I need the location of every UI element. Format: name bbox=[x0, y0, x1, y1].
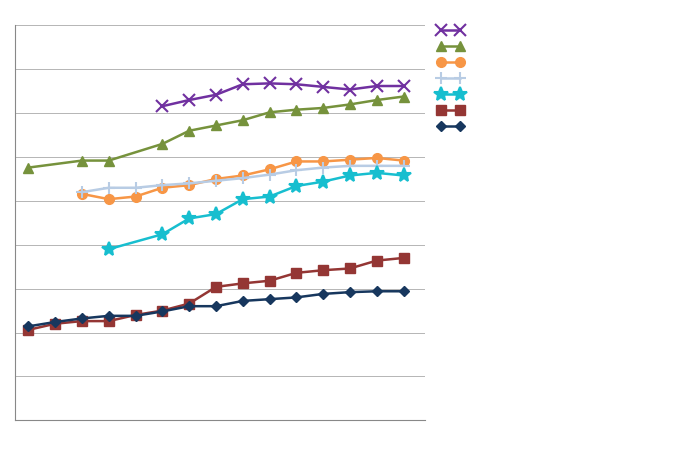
韓国 bbox=[373, 258, 381, 263]
米国 bbox=[211, 178, 220, 183]
日本 bbox=[211, 303, 220, 309]
ノルウェイ bbox=[77, 158, 86, 163]
韓国 bbox=[211, 284, 220, 290]
米国 bbox=[131, 185, 140, 191]
Line: 韓国: 韓国 bbox=[24, 253, 408, 335]
シンガポール bbox=[265, 167, 274, 172]
日本 bbox=[292, 294, 301, 300]
日本 bbox=[131, 313, 140, 319]
ドイツ bbox=[399, 173, 408, 178]
米国 bbox=[105, 185, 113, 191]
ノルウェイ bbox=[319, 105, 327, 111]
Line: 日本: 日本 bbox=[25, 288, 407, 330]
英国 bbox=[292, 81, 301, 87]
ノルウェイ bbox=[24, 165, 33, 170]
Line: ドイツ: ドイツ bbox=[102, 166, 410, 256]
英国 bbox=[265, 81, 274, 86]
シンガポール bbox=[292, 159, 301, 164]
日本 bbox=[185, 303, 193, 309]
韓国 bbox=[77, 319, 86, 324]
韓国 bbox=[399, 255, 408, 261]
韓国 bbox=[265, 278, 274, 283]
日本 bbox=[77, 316, 86, 321]
ノルウェイ bbox=[292, 107, 301, 113]
Line: シンガポール: シンガポール bbox=[77, 153, 408, 204]
英国 bbox=[185, 97, 193, 103]
英国 bbox=[239, 81, 247, 87]
韓国 bbox=[131, 312, 140, 318]
ノルウェイ bbox=[265, 110, 274, 115]
米国 bbox=[373, 163, 381, 169]
シンガポール bbox=[399, 158, 408, 163]
英国 bbox=[373, 83, 381, 89]
日本 bbox=[158, 309, 167, 314]
ドイツ bbox=[319, 179, 327, 184]
シンガポール bbox=[77, 191, 86, 197]
ドイツ bbox=[346, 173, 354, 178]
ノルウェイ bbox=[373, 97, 381, 103]
シンガポール bbox=[319, 159, 327, 164]
日本 bbox=[346, 289, 354, 295]
日本 bbox=[399, 288, 408, 294]
シンガポール bbox=[373, 155, 381, 161]
シンガポール bbox=[158, 185, 167, 191]
米国 bbox=[185, 181, 193, 186]
ノルウェイ bbox=[346, 102, 354, 107]
韓国 bbox=[319, 268, 327, 273]
シンガポール bbox=[185, 182, 193, 188]
日本 bbox=[373, 288, 381, 294]
日本 bbox=[265, 296, 274, 302]
ノルウェイ bbox=[239, 118, 247, 123]
シンガポール bbox=[346, 157, 354, 163]
米国 bbox=[319, 165, 327, 170]
Line: 英国: 英国 bbox=[157, 78, 409, 112]
ノルウェイ bbox=[185, 128, 193, 133]
Line: 米国: 米国 bbox=[76, 160, 410, 199]
ドイツ bbox=[373, 170, 381, 175]
英国 bbox=[158, 103, 167, 109]
ドイツ bbox=[292, 183, 301, 189]
米国 bbox=[346, 163, 354, 169]
英国 bbox=[211, 92, 220, 98]
ノルウェイ bbox=[399, 94, 408, 100]
日本 bbox=[239, 298, 247, 304]
韓国 bbox=[24, 327, 33, 332]
Line: ノルウェイ: ノルウェイ bbox=[24, 92, 408, 172]
英国 bbox=[399, 83, 408, 89]
韓国 bbox=[105, 319, 113, 324]
ドイツ bbox=[105, 246, 113, 252]
日本 bbox=[24, 324, 33, 329]
ドイツ bbox=[185, 216, 193, 221]
韓国 bbox=[292, 270, 301, 275]
米国 bbox=[265, 172, 274, 177]
日本 bbox=[319, 291, 327, 297]
ドイツ bbox=[239, 196, 247, 202]
Legend: 英国, ノルウェイ, シンガポール, 米国, ドイツ, 韓国, 日本: 英国, ノルウェイ, シンガポール, 米国, ドイツ, 韓国, 日本 bbox=[435, 24, 542, 132]
英国 bbox=[319, 84, 327, 90]
シンガポール bbox=[239, 173, 247, 178]
日本 bbox=[105, 313, 113, 319]
ノルウェイ bbox=[158, 141, 167, 147]
韓国 bbox=[158, 308, 167, 313]
ノルウェイ bbox=[105, 158, 113, 163]
ドイツ bbox=[211, 211, 220, 217]
ドイツ bbox=[158, 232, 167, 237]
米国 bbox=[399, 163, 408, 169]
シンガポール bbox=[105, 196, 113, 202]
韓国 bbox=[51, 321, 59, 326]
米国 bbox=[239, 175, 247, 181]
シンガポール bbox=[211, 176, 220, 182]
英国 bbox=[346, 87, 354, 92]
ノルウェイ bbox=[211, 123, 220, 128]
米国 bbox=[292, 168, 301, 173]
米国 bbox=[158, 182, 167, 188]
米国 bbox=[77, 189, 86, 195]
シンガポール bbox=[131, 194, 140, 199]
韓国 bbox=[239, 281, 247, 286]
韓国 bbox=[185, 301, 193, 307]
韓国 bbox=[346, 266, 354, 271]
ドイツ bbox=[265, 194, 274, 199]
日本 bbox=[51, 319, 59, 325]
